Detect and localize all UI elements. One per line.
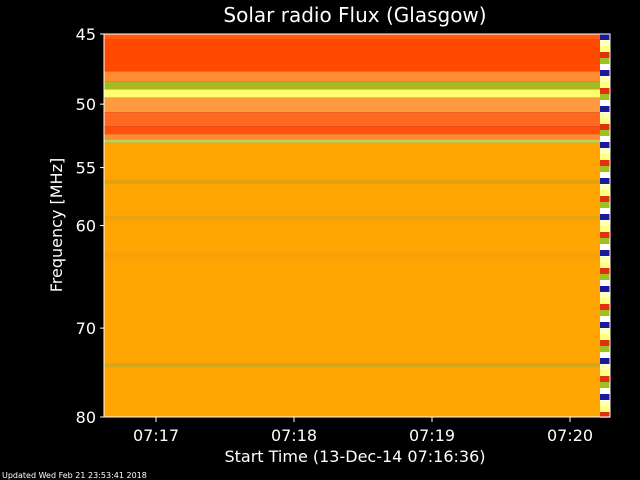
strip-cell <box>600 184 610 190</box>
frequency-band-2 <box>104 71 600 82</box>
strip-cell <box>600 88 610 94</box>
strip-cell <box>600 106 610 112</box>
frequency-band-7 <box>104 126 600 135</box>
strip-cell <box>600 388 610 394</box>
strip-cell <box>600 76 610 82</box>
strip-cell <box>600 82 610 88</box>
y-tick-label: 45 <box>76 25 96 44</box>
chart-title: Solar radio Flux (Glasgow) <box>223 3 486 27</box>
strip-cell <box>600 166 610 172</box>
strip-cell <box>600 412 610 418</box>
x-tick-label: 07:19 <box>409 426 455 445</box>
strip-cell <box>600 214 610 220</box>
y-tick-label: 70 <box>76 319 96 338</box>
frequency-band-0 <box>104 34 600 40</box>
strip-cell <box>600 130 610 136</box>
strip-cell <box>600 382 610 388</box>
frequency-band-1 <box>104 39 600 72</box>
frequency-band-3 <box>104 81 600 90</box>
x-axis-label: Start Time (13-Dec-14 07:16:36) <box>224 447 485 466</box>
strip-cell <box>600 328 610 334</box>
strip-cell <box>600 64 610 70</box>
strip-cell <box>600 190 610 196</box>
strip-cell <box>600 358 610 364</box>
strip-cell <box>600 346 610 352</box>
strip-cell <box>600 100 610 106</box>
strip-cell <box>600 34 610 40</box>
strip-cell <box>600 70 610 76</box>
x-tick-label: 07:20 <box>547 426 593 445</box>
strip-cell <box>600 196 610 202</box>
strip-cell <box>600 94 610 100</box>
strip-cell <box>600 364 610 370</box>
strip-cell <box>600 238 610 244</box>
strip-cell <box>600 172 610 178</box>
signal-streak-1 <box>104 215 600 220</box>
strip-cell <box>600 334 610 340</box>
strip-cell <box>600 244 610 250</box>
y-axis-label: Frequency [MHz] <box>47 158 66 292</box>
strip-cell <box>600 178 610 184</box>
strip-cell <box>600 52 610 58</box>
strip-cell <box>600 298 610 304</box>
x-tick-label: 07:18 <box>271 426 317 445</box>
strip-cell <box>600 262 610 268</box>
strip-cell <box>600 202 610 208</box>
footer-updated: Updated Wed Feb 21 23:53:41 2018 <box>2 471 147 480</box>
strip-cell <box>600 226 610 232</box>
frequency-band-4 <box>104 89 600 98</box>
frequency-band-9 <box>104 139 600 143</box>
frequency-band-8 <box>104 134 600 140</box>
strip-cell <box>600 304 610 310</box>
strip-cell <box>600 154 610 160</box>
strip-cell <box>600 160 610 166</box>
signal-streak-3 <box>104 363 600 368</box>
strip-cell <box>600 340 610 346</box>
strip-cell <box>600 400 610 406</box>
strip-cell <box>600 220 610 226</box>
strip-cell <box>600 250 610 256</box>
strip-cell <box>600 148 610 154</box>
strip-cell <box>600 118 610 124</box>
y-tick-label: 50 <box>76 95 96 114</box>
strip-cell <box>600 46 610 52</box>
strip-cell <box>600 112 610 118</box>
frequency-band-10 <box>104 142 600 418</box>
strip-cell <box>600 352 610 358</box>
strip-cell <box>600 280 610 286</box>
x-axis: 07:17 07:18 07:19 07:20 <box>133 417 593 445</box>
strip-cell <box>600 310 610 316</box>
signal-streak-2 <box>104 252 600 257</box>
strip-cell <box>600 322 610 328</box>
strip-cell <box>600 370 610 376</box>
y-axis: 45 50 55 60 70 80 <box>76 25 104 427</box>
strip-cell <box>600 268 610 274</box>
strip-cell <box>600 142 610 148</box>
strip-cell <box>600 316 610 322</box>
strip-cell <box>600 208 610 214</box>
strip-cell <box>600 136 610 142</box>
strip-cell <box>600 124 610 130</box>
y-tick-label: 60 <box>76 217 96 236</box>
y-tick-label: 55 <box>76 159 96 178</box>
frequency-band-6 <box>104 112 600 127</box>
strip-cell <box>600 292 610 298</box>
strip-cell <box>600 376 610 382</box>
x-tick-label: 07:17 <box>133 426 179 445</box>
signal-streak-0 <box>104 179 600 184</box>
strip-cell <box>600 58 610 64</box>
frequency-band-5 <box>104 97 600 113</box>
strip-cell <box>600 256 610 262</box>
strip-cell <box>600 274 610 280</box>
y-tick-label: 80 <box>76 408 96 427</box>
strip-cell <box>600 232 610 238</box>
strip-cell <box>600 286 610 292</box>
strip-cell <box>600 394 610 400</box>
strip-cell <box>600 406 610 412</box>
plot-area <box>103 33 611 418</box>
strip-cell <box>600 40 610 46</box>
